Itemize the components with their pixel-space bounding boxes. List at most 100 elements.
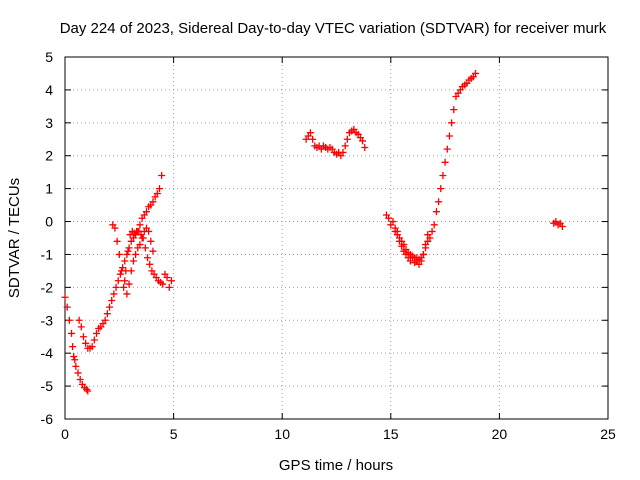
data-point (437, 185, 445, 193)
data-point (146, 260, 154, 268)
data-point (158, 171, 166, 179)
data-point (450, 106, 458, 114)
data-point (79, 333, 87, 341)
data-point (424, 231, 432, 239)
data-point (92, 329, 100, 337)
x-tick-label: 15 (383, 426, 399, 442)
chart-title: Day 224 of 2023, Sidereal Day-to-day VTE… (60, 20, 607, 37)
data-point (115, 250, 123, 258)
series-segment-1-descent (61, 293, 92, 395)
data-point (123, 290, 131, 298)
data-point (82, 339, 90, 347)
data-point (145, 227, 153, 235)
data-point (103, 310, 111, 318)
data-point (77, 323, 85, 331)
data-point (127, 267, 135, 275)
data-marks (61, 69, 566, 395)
series-segment-1-loop (109, 221, 175, 291)
data-point (123, 250, 131, 258)
data-point (445, 132, 453, 140)
data-point (90, 336, 98, 344)
data-point (142, 208, 150, 216)
data-point (114, 277, 122, 285)
data-point (74, 369, 82, 377)
data-point (309, 135, 317, 143)
data-point (441, 158, 449, 166)
x-axis-label: GPS time / hours (279, 457, 393, 474)
data-point (159, 280, 167, 288)
data-point (136, 221, 144, 229)
data-point (419, 250, 427, 258)
data-point (144, 254, 152, 262)
data-point (428, 227, 436, 235)
data-point (163, 273, 171, 281)
y-tick-label: -6 (41, 411, 54, 427)
data-point (112, 283, 120, 291)
y-tick-label: 2 (45, 148, 53, 164)
data-point (84, 387, 92, 395)
data-point (413, 254, 421, 262)
data-point (167, 277, 175, 285)
data-point (435, 198, 443, 206)
y-tick-label: 3 (45, 115, 53, 131)
x-tick-label: 5 (170, 426, 178, 442)
y-tick-label: -5 (41, 378, 54, 394)
data-point (116, 270, 124, 278)
data-point (361, 144, 369, 151)
data-point (448, 119, 456, 127)
x-tick-label: 25 (600, 426, 616, 442)
data-point (149, 198, 157, 206)
data-point (395, 237, 403, 245)
x-tick-label: 0 (61, 426, 69, 442)
data-point (472, 69, 480, 77)
data-point (124, 247, 132, 255)
data-point (121, 277, 129, 285)
data-point (125, 280, 133, 288)
data-point (71, 356, 79, 364)
data-point (136, 241, 144, 249)
data-point (132, 250, 140, 258)
series-segment-1-inner (121, 224, 157, 298)
data-point (155, 185, 163, 193)
data-point (108, 297, 116, 305)
data-point (72, 362, 80, 370)
data-point (439, 171, 447, 179)
data-point (138, 234, 146, 242)
data-point (411, 259, 419, 267)
data-point (113, 237, 121, 245)
data-point (101, 316, 109, 324)
y-tick-label: -3 (41, 312, 54, 328)
data-point (141, 244, 149, 252)
y-tick-label: -1 (41, 246, 54, 262)
data-point (63, 303, 71, 311)
data-point (558, 222, 566, 230)
y-tick-label: -2 (41, 279, 54, 295)
data-point (417, 257, 425, 265)
data-point (76, 376, 84, 384)
data-point (69, 343, 77, 351)
data-point (68, 329, 76, 337)
data-point (125, 244, 133, 252)
series-segment-3-lower (391, 227, 432, 268)
data-point (147, 237, 155, 245)
data-point (83, 385, 91, 393)
data-point (443, 145, 451, 153)
series-segment-4 (550, 218, 566, 230)
data-point (153, 190, 161, 198)
data-point (343, 135, 351, 143)
x-tick-label: 20 (492, 426, 508, 442)
data-point (393, 231, 401, 239)
data-point (165, 283, 173, 291)
data-point (341, 142, 349, 150)
series-segment-1-rise (75, 171, 166, 352)
data-point (422, 241, 430, 249)
y-tick-label: 4 (45, 82, 53, 98)
data-point (88, 343, 96, 351)
data-point (106, 303, 114, 311)
data-point (120, 283, 128, 291)
data-point (75, 316, 83, 324)
data-point (70, 352, 78, 360)
data-point (119, 264, 127, 272)
data-point (61, 293, 69, 301)
